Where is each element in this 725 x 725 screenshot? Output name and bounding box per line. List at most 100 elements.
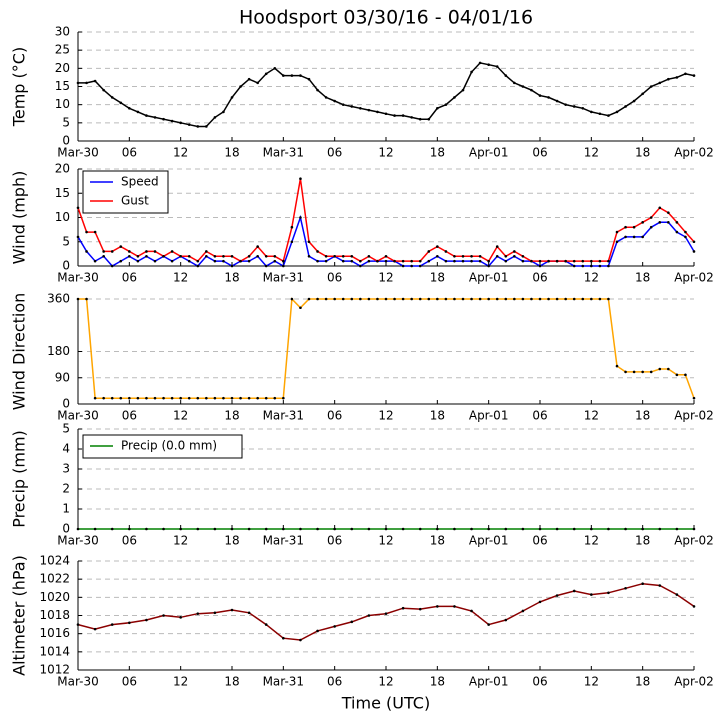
data-point [102, 254, 105, 258]
data-point [453, 254, 456, 258]
data-point [213, 396, 217, 400]
data-point [384, 527, 388, 531]
data-point [692, 240, 696, 244]
data-point [384, 259, 388, 263]
data-point [256, 254, 259, 258]
data-point [453, 527, 456, 531]
data-point [213, 611, 217, 615]
data-point [76, 623, 80, 626]
data-point [513, 254, 516, 258]
data-point [307, 254, 311, 258]
data-point [615, 230, 619, 234]
y-tick-label: 1022 [39, 572, 70, 586]
x-tick-label: 18 [635, 271, 650, 285]
data-point [667, 211, 670, 214]
data-point [410, 264, 413, 268]
data-point [470, 259, 473, 263]
data-point [590, 527, 593, 531]
x-tick-label: 18 [430, 271, 445, 285]
data-point [367, 527, 371, 531]
data-point [521, 254, 525, 258]
data-point [76, 297, 80, 301]
y-axis-label: Wind Direction [10, 293, 29, 411]
data-point [427, 259, 431, 263]
data-point [316, 629, 319, 633]
data-point [162, 527, 165, 531]
data-point [128, 250, 131, 253]
y-tick-label: 0 [62, 522, 70, 536]
y-tick-label: 5 [62, 422, 70, 436]
data-point [324, 297, 328, 301]
x-tick-label: 12 [584, 534, 599, 548]
data-point [478, 61, 482, 65]
data-point [436, 254, 439, 258]
data-point [487, 297, 490, 301]
data-point [264, 264, 268, 268]
x-tick-label: 12 [173, 271, 188, 285]
x-tick-label: 12 [173, 675, 188, 689]
data-point [273, 254, 277, 258]
x-tick-label: 06 [122, 409, 137, 423]
data-point [410, 116, 413, 119]
data-point [470, 609, 473, 613]
data-point [538, 600, 542, 604]
data-point [85, 230, 88, 234]
x-tick-label: 18 [430, 534, 445, 548]
data-point [264, 527, 268, 531]
data-point [427, 250, 431, 253]
data-point [93, 259, 97, 263]
data-point [675, 221, 679, 224]
x-tick-label: Apr-01 [469, 271, 509, 285]
data-point [495, 254, 499, 258]
data-point [418, 117, 422, 121]
data-point [85, 81, 88, 85]
x-tick-label: 18 [224, 409, 239, 423]
data-point [461, 259, 465, 263]
data-point [418, 264, 422, 268]
data-point [205, 396, 208, 400]
data-point [93, 527, 97, 531]
data-point [316, 527, 319, 531]
data-point [555, 527, 559, 531]
x-tick-label: 12 [584, 146, 599, 160]
data-point [196, 264, 200, 268]
data-point [299, 638, 302, 642]
data-point [376, 297, 379, 301]
data-point [350, 105, 354, 108]
y-tick-label: 1014 [39, 644, 70, 658]
data-point [581, 297, 585, 301]
data-point [538, 264, 542, 268]
data-point [205, 250, 208, 253]
data-point [572, 589, 576, 593]
data-point [136, 110, 140, 114]
data-point [239, 259, 242, 263]
data-point [222, 259, 225, 263]
x-tick-label: 06 [532, 534, 547, 548]
data-point [547, 259, 550, 263]
x-tick-label: 18 [224, 675, 239, 689]
data-point [350, 527, 354, 531]
x-tick-label: Mar-30 [57, 271, 98, 285]
data-point [478, 259, 482, 263]
data-point [658, 584, 662, 587]
data-point [607, 297, 610, 301]
y-tick-label: 15 [55, 186, 70, 200]
data-point [230, 264, 234, 268]
data-point [418, 607, 422, 611]
x-tick-label: 06 [532, 675, 547, 689]
data-point [264, 254, 268, 258]
data-point [213, 527, 217, 531]
x-tick-label: Mar-30 [57, 409, 98, 423]
data-point [282, 264, 285, 268]
data-point [333, 297, 336, 301]
data-point [538, 259, 542, 263]
y-tick-label: 90 [55, 370, 70, 384]
data-point [299, 74, 302, 77]
data-point [692, 396, 696, 400]
data-point [504, 618, 508, 622]
data-point [222, 110, 225, 114]
data-point [290, 74, 294, 77]
data-point [444, 250, 448, 253]
x-tick-label: Apr-02 [674, 534, 714, 548]
x-tick-label: 12 [173, 146, 188, 160]
